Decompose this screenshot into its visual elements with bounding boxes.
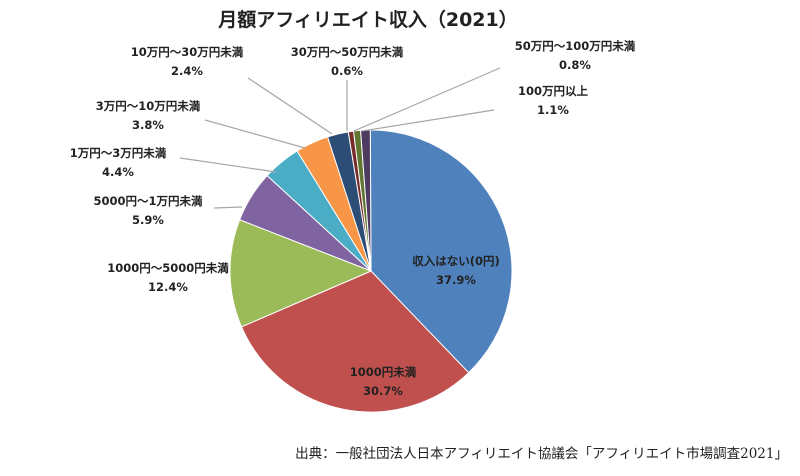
- slice-label: 収入はない(0円): [412, 254, 500, 268]
- leader-line: [204, 119, 306, 149]
- leader-line: [361, 109, 495, 132]
- pie-slice: [229, 219, 373, 328]
- slice-label: 10万円～30万円未満: [131, 45, 244, 59]
- slice-percent: 0.8%: [559, 58, 591, 72]
- leader-line: [179, 157, 277, 173]
- pie-slices: [229, 129, 513, 413]
- leader-line: [247, 77, 333, 135]
- chart-title: 月額アフィリエイト収入（2021）: [217, 8, 518, 31]
- slice-label: 1000円～5000円未満: [107, 261, 229, 275]
- slice-label: 30万円～50万円未満: [291, 45, 404, 59]
- slice-percent: 3.8%: [132, 118, 164, 132]
- pie-slice: [240, 270, 470, 413]
- slice-label: 50万円～100万円未満: [515, 39, 636, 53]
- leader-line: [213, 206, 243, 209]
- slice-percent: 30.7%: [363, 384, 403, 398]
- slice-labels: 収入はない(0円) 37.9% 1000円未満 30.7% 1000円～5000円未満 1…: [70, 39, 636, 398]
- slice-percent: 0.6%: [331, 64, 363, 78]
- slice-label: 1000円未満: [350, 365, 417, 379]
- slice-percent: 37.9%: [436, 273, 476, 287]
- source-note: 出典：一般社団法人日本アフィリエイト協議会「アフィリエイト市場調査2021」: [295, 445, 788, 462]
- slice-label: 5000円～1万円未満: [93, 194, 203, 208]
- slice-label: 1万円～3万円未満: [70, 146, 167, 160]
- leader-line: [353, 67, 501, 132]
- leader-lines: [179, 67, 501, 209]
- slice-percent: 2.4%: [171, 64, 203, 78]
- slice-percent: 12.4%: [148, 280, 188, 294]
- slice-percent: 5.9%: [132, 213, 164, 227]
- pie-slice: [369, 129, 513, 374]
- slice-percent: 4.4%: [102, 165, 134, 179]
- slice-label: 3万円～10万円未満: [96, 99, 201, 113]
- slice-percent: 1.1%: [537, 103, 569, 117]
- slice-label: 100万円以上: [518, 84, 589, 98]
